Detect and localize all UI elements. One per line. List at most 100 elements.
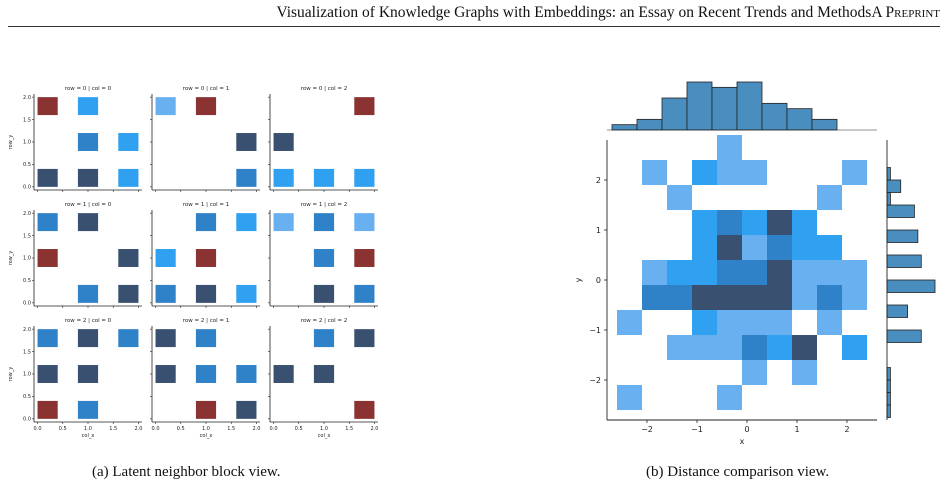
heat-cell — [817, 285, 842, 310]
y-tick-label: 0.0 — [23, 301, 31, 307]
x-tick-label: 0 — [744, 425, 749, 434]
facet-panel: row = 1 | col = 1 — [150, 202, 260, 308]
facet-title: row = 1 | col = 2 — [301, 202, 347, 208]
heat-cell — [742, 210, 767, 235]
heat-cell — [37, 400, 58, 419]
heat-cell — [236, 284, 257, 303]
y-tick-label: 0.5 — [23, 162, 31, 168]
heat-cell — [617, 385, 642, 410]
y-axis-label: y — [574, 277, 583, 282]
heat-cell — [692, 160, 717, 185]
marginal-x-bar — [611, 124, 638, 131]
heat-cell — [617, 310, 642, 335]
heat-cell — [118, 284, 139, 303]
heat-cell — [77, 365, 99, 383]
heat-cell — [717, 385, 742, 410]
marginal-y-bar — [886, 179, 902, 193]
y-tick-label: 1.0 — [23, 256, 31, 262]
y-tick-label: −1 — [589, 326, 601, 335]
heat-cell — [118, 249, 139, 267]
heat-cell — [842, 260, 867, 285]
heat-cell — [717, 285, 742, 310]
facet-panel: row = 0 | col = 2 — [268, 86, 378, 192]
x-tick-label: 1.5 — [227, 426, 235, 432]
heat-cell — [37, 213, 58, 232]
heat-cell — [313, 284, 335, 303]
paper-title: Visualization of Knowledge Graphs with E… — [276, 4, 872, 21]
y-tick-label: 0.5 — [23, 394, 31, 400]
x-tick-label: 1.0 — [84, 426, 92, 432]
heat-cell — [236, 168, 257, 187]
heat-cell — [717, 310, 742, 335]
heat-cell — [692, 260, 717, 285]
heat-cell — [842, 335, 867, 360]
heat-cell — [717, 160, 742, 185]
heat-cell — [717, 135, 742, 160]
heat-cell — [667, 185, 692, 210]
x-tick-label: −1 — [691, 425, 703, 434]
facet-title: row = 1 | col = 1 — [183, 202, 229, 208]
facet-grid-figure: row = 0 | col = 00.00.51.01.52.0row_yrow… — [8, 86, 378, 439]
heat-cell — [155, 249, 176, 267]
heat-cell — [77, 168, 99, 187]
heat-cell — [792, 235, 817, 260]
facet-panel: row = 0 | col = 0 0.0 0.5 1.0 1.5 2.0 row_y — [8, 86, 142, 192]
heat-cell — [195, 97, 217, 116]
y-tick-label: 2.0 — [23, 95, 31, 101]
heat-cell — [717, 260, 742, 285]
y-tick-label: 1.0 — [23, 372, 31, 378]
heat-cell — [642, 285, 667, 310]
heat-cell — [767, 235, 792, 260]
y-tick-label: 2.0 — [23, 327, 31, 333]
y-tick-label: 2 — [596, 176, 601, 185]
heat-cell — [817, 235, 842, 260]
x-tick-label: 0.0 — [270, 426, 278, 432]
y-tick-label: 1.5 — [23, 233, 31, 239]
x-tick-label: −2 — [641, 425, 653, 434]
heat-cell — [692, 310, 717, 335]
facet-panel: row = 1 | col = 0 0.0 0.5 1.0 1.5 2.0 row_y — [8, 202, 142, 308]
x-tick-label: 1.0 — [320, 426, 328, 432]
heat-cell — [354, 329, 375, 348]
x-tick-label: 1.5 — [109, 426, 117, 432]
heat-cell — [354, 400, 375, 419]
heat-cell — [354, 168, 375, 187]
caption-b: (b) Distance comparison view. — [646, 464, 830, 480]
heat-cell — [195, 284, 217, 303]
marginal-x-bar — [786, 108, 813, 131]
facet-title: row = 2 | col = 1 — [183, 318, 229, 324]
heat-cell — [77, 133, 99, 151]
y-axis-label: row_y — [8, 135, 14, 150]
heat-cell — [77, 284, 99, 303]
y-tick-label: 1.5 — [23, 117, 31, 123]
marginal-x-bar — [686, 81, 713, 131]
marginal-y-bar — [886, 304, 908, 318]
x-tick-label: 2.0 — [252, 426, 260, 432]
header-rule — [8, 26, 940, 27]
x-tick-label: 2 — [844, 425, 849, 434]
heat-cell — [273, 168, 294, 187]
heat-cell — [792, 210, 817, 235]
y-tick-label: 1.5 — [23, 349, 31, 355]
heat-cell — [842, 160, 867, 185]
heat-cell — [37, 329, 58, 348]
facet-panel: row = 1 | col = 2 — [268, 202, 378, 308]
marginal-y-bar — [886, 279, 936, 293]
heat-cell — [118, 168, 139, 187]
heat-cell — [767, 285, 792, 310]
x-tick-label: 0.5 — [177, 426, 185, 432]
heat-cell — [742, 260, 767, 285]
heat-cell — [313, 329, 335, 348]
heat-cell — [767, 335, 792, 360]
heat-cell — [195, 365, 217, 383]
heat-cell — [313, 365, 335, 383]
facet-panel: row = 2 | col = 0 0.00.0 0.5 0.5 1.0 1.0 1.5 1.… — [8, 318, 142, 439]
heat-cell — [642, 260, 667, 285]
heat-cell — [667, 335, 692, 360]
heat-cell — [195, 213, 217, 232]
marginal-x-bar — [736, 81, 763, 131]
facet-title: row = 2 | col = 2 — [301, 318, 347, 324]
y-tick-label: 1 — [596, 226, 601, 235]
y-tick-label: 1.0 — [23, 140, 31, 146]
x-tick-label: 0.0 — [34, 426, 42, 432]
